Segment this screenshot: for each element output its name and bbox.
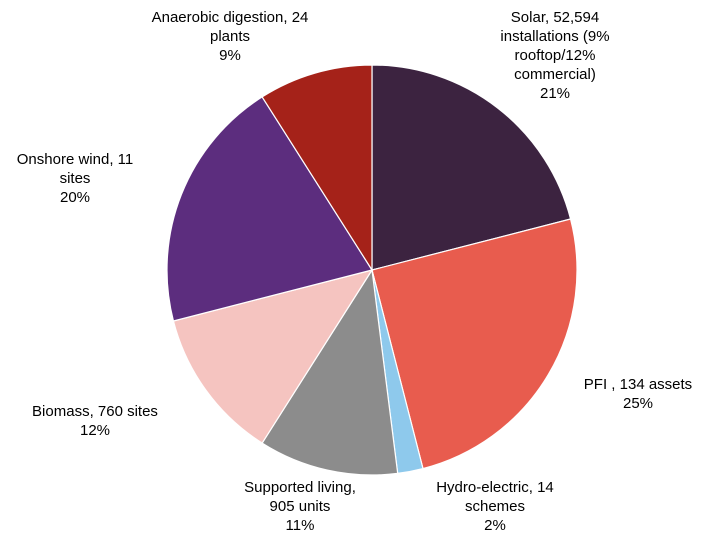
slice-label: Hydro-electric, 14 schemes 2% (420, 478, 570, 535)
pie-slice (261, 64, 373, 273)
slice-label: Anaerobic digestion, 24 plants 9% (150, 8, 310, 65)
pie-slice (371, 218, 578, 470)
slice-label: PFI , 134 assets 25% (563, 375, 710, 413)
category-label: Biomass, 760 sites (32, 403, 158, 420)
value-label: 9% (219, 47, 241, 64)
pie-slice (261, 268, 399, 476)
category-label: Hydro-electric, 14 schemes (436, 479, 554, 515)
category-label: Onshore wind, 11 sites (16, 151, 134, 187)
slice-label: Solar, 52,594 installations (9% rooftop/… (475, 8, 635, 103)
pie-slice (172, 269, 374, 444)
value-label: 12% (79, 422, 111, 439)
pie-slice (166, 96, 373, 322)
slice-label: Onshore wind, 11 sites 20% (5, 150, 145, 207)
value-label: 11% (285, 517, 315, 534)
value-label: 25% (622, 395, 654, 412)
category-label: Supported living, 905 units (244, 479, 356, 515)
value-label: 21% (539, 85, 571, 102)
category-label: Anaerobic digestion, 24 plants (151, 9, 309, 45)
pie-slice (371, 64, 572, 271)
value-label: 2% (484, 517, 506, 534)
category-label: Solar, 52,594 installations (9% rooftop/… (500, 9, 610, 83)
slice-label: Biomass, 760 sites 12% (15, 402, 175, 440)
value-label: 20% (59, 189, 91, 206)
slice-label: Supported living, 905 units 11% (230, 478, 370, 535)
category-label: PFI , 134 assets (583, 376, 693, 393)
